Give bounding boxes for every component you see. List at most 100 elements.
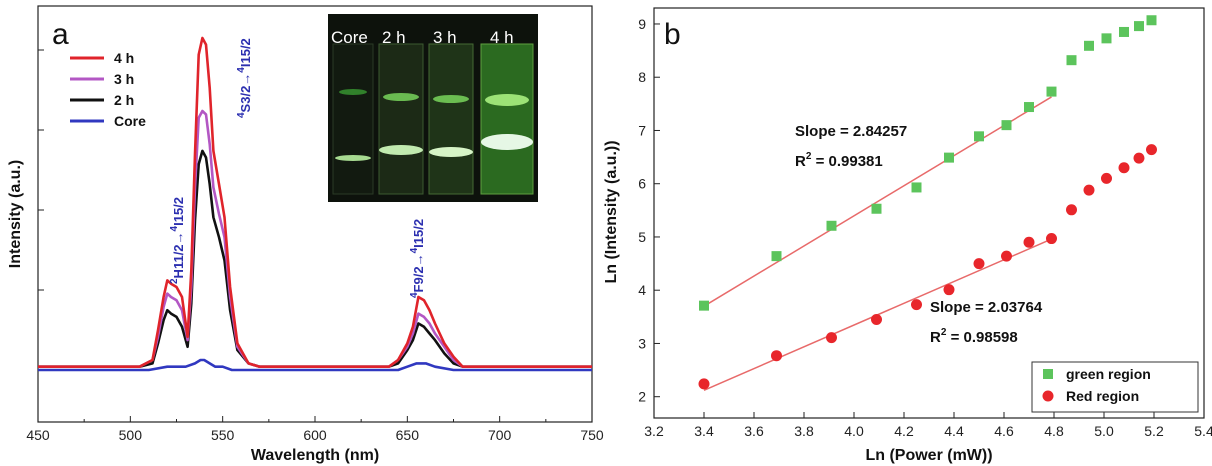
data-point-green xyxy=(871,203,882,214)
data-point-red xyxy=(1146,144,1157,156)
vial-3h-glow-beam xyxy=(429,147,473,157)
panel-b-legend: green region Red region xyxy=(1031,361,1199,413)
panel-b-y-axis: 2 3 4 5 6 7 8 9 xyxy=(638,16,660,405)
transition-label-green: 4S3/2→4I15/2 xyxy=(236,38,253,118)
legend-label-3h: 3 h xyxy=(114,71,134,87)
y-tick-label: 4 xyxy=(638,282,646,298)
x-tick-label: 5.2 xyxy=(1144,423,1164,439)
red-r2-label: R2 = 0.98598 xyxy=(930,327,1018,346)
data-point-red xyxy=(826,332,837,344)
svg-text:4S3/2→4I15/2: 4S3/2→4I15/2 xyxy=(236,38,253,118)
data-point-red xyxy=(911,299,922,311)
data-point-green xyxy=(1024,102,1034,113)
panel-b-legend-box xyxy=(1031,361,1199,413)
data-point-green xyxy=(1101,33,1112,44)
panel-b-ylabel: Ln (Intensity (a.u.)) xyxy=(603,140,620,283)
data-point-green xyxy=(1134,21,1144,32)
panel-a-letter: a xyxy=(52,18,69,51)
x-tick-label: 5.0 xyxy=(1094,423,1114,439)
y-tick-label: 5 xyxy=(638,229,646,245)
svg-text:4F9/2→4I15/2: 4F9/2→4I15/2 xyxy=(409,219,426,298)
data-point-green xyxy=(1066,55,1077,66)
y-tick-label: 8 xyxy=(638,69,646,85)
vial-3h-glow-top xyxy=(433,95,469,103)
inset-label-3h: 3 h xyxy=(433,28,457,47)
data-point-red xyxy=(943,284,955,296)
panel-b-x-axis: 3.2 3.4 3.6 3.8 4.0 4.2 4.4 4.6 4.8 5.0 5.2 5.4 xyxy=(644,412,1212,439)
green-slope-label: Slope = 2.84257 xyxy=(795,123,907,140)
vial-core xyxy=(332,43,374,195)
x-tick-label: 500 xyxy=(119,427,143,443)
vial-4h-glow-beam xyxy=(481,134,533,150)
series-line xyxy=(38,36,592,369)
svg-text:2H11/2→4I15/2: 2H11/2→4I15/2 xyxy=(169,197,186,284)
x-tick-label: 5.4 xyxy=(1194,423,1212,439)
y-tick-label: 9 xyxy=(638,16,646,32)
panel-a-xlabel: Wavelength (nm) xyxy=(251,447,379,464)
data-point-green xyxy=(699,300,709,311)
panel-b-xlabel: Ln (Power (mW)) xyxy=(865,447,992,464)
vial-2h xyxy=(378,43,424,195)
series-line xyxy=(38,149,592,369)
panel-a: a 450 500 550 600 650 700 750 Wavelength (nm) … xyxy=(7,5,604,464)
data-point-red xyxy=(1101,172,1112,184)
vial-4h-glow-top xyxy=(485,94,529,106)
transition-label-h11: 2H11/2→4I15/2 xyxy=(169,197,186,284)
legend-label-red: Red region xyxy=(1066,388,1139,404)
x-tick-label: 3.6 xyxy=(744,423,764,439)
y-tick-label: 7 xyxy=(638,122,646,138)
red-slope-label: Slope = 2.03764 xyxy=(930,299,1043,316)
green-r2-label: R2 = 0.99381 xyxy=(795,151,883,170)
data-point-green xyxy=(974,131,984,142)
legend-label-core: Core xyxy=(114,113,146,129)
data-point-red xyxy=(1023,236,1035,248)
series-line xyxy=(38,109,592,369)
panel-b-frame xyxy=(653,7,1205,419)
data-point-red xyxy=(1046,233,1057,245)
vial-core-glow-beam xyxy=(335,155,371,161)
x-tick-label: 450 xyxy=(26,427,50,443)
panel-b-letter: b xyxy=(664,18,681,51)
data-point-red xyxy=(1066,204,1077,216)
panel-a-y-axis xyxy=(38,49,44,371)
x-tick-label: 4.6 xyxy=(994,423,1014,439)
panel-a-x-axis: 450 500 550 600 650 700 750 xyxy=(26,416,604,443)
data-point-green xyxy=(1084,40,1094,51)
x-tick-label: 4.4 xyxy=(944,423,964,439)
series-line xyxy=(38,358,592,372)
data-point-green xyxy=(826,220,837,231)
x-tick-label: 4.8 xyxy=(1044,423,1064,439)
x-tick-label: 4.0 xyxy=(844,423,864,439)
panel-a-legend: 4 h 3 h 2 h Core xyxy=(70,50,146,129)
x-tick-label: 700 xyxy=(488,427,512,443)
x-tick-label: 3.2 xyxy=(644,423,664,439)
x-tick-label: 550 xyxy=(211,427,235,443)
inset-label-core: Core xyxy=(331,28,368,47)
x-tick-label: 750 xyxy=(580,427,604,443)
legend-marker-green xyxy=(1043,369,1053,379)
legend-label-2h: 2 h xyxy=(114,92,134,108)
data-point-red xyxy=(1001,250,1012,262)
data-point-green xyxy=(911,182,922,193)
fit-line xyxy=(703,96,1052,307)
vial-2h-glow-beam xyxy=(379,145,423,155)
data-point-red xyxy=(871,313,882,325)
legend-marker-red xyxy=(1042,390,1054,402)
transition-label-red: 4F9/2→4I15/2 xyxy=(409,219,426,298)
vial-2h-glow-top xyxy=(383,93,419,101)
data-point-red xyxy=(1118,162,1130,174)
x-tick-label: 650 xyxy=(396,427,420,443)
x-tick-label: 3.4 xyxy=(694,423,714,439)
vial-core-glow-top xyxy=(339,89,367,95)
data-point-red xyxy=(771,350,782,362)
y-tick-label: 6 xyxy=(638,176,646,192)
panel-a-ylabel: Intensity (a.u.) xyxy=(7,160,24,268)
data-point-green xyxy=(1119,26,1129,37)
inset-photo: Core 2 h 3 h 4 h xyxy=(328,14,538,202)
x-tick-label: 600 xyxy=(303,427,327,443)
data-point-red xyxy=(1133,152,1145,164)
data-point-red xyxy=(973,258,985,270)
x-tick-label: 3.8 xyxy=(794,423,814,439)
legend-label-4h: 4 h xyxy=(114,50,134,66)
